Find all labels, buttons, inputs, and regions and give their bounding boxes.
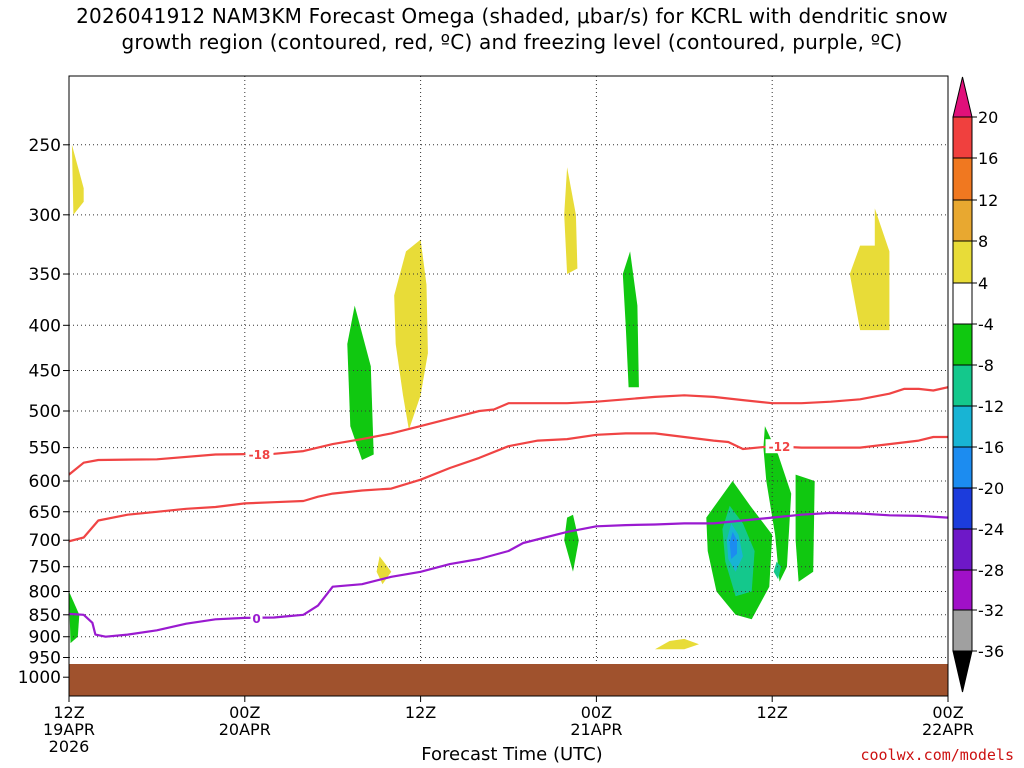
- y-tick-label-550: 550: [29, 439, 61, 459]
- y-tick-label-500: 500: [29, 402, 61, 422]
- omega-region-7: [622, 251, 639, 388]
- site-credit[interactable]: coolwx.com/models: [860, 746, 1014, 764]
- y-tick-label-800: 800: [29, 583, 61, 603]
- colorbar-label-1: 16: [978, 149, 998, 168]
- pressure-axis: 2503003504004505005506006507007508008509…: [18, 136, 69, 688]
- omega-region-11: [763, 426, 792, 582]
- omega-region-4: [376, 556, 392, 585]
- colorbar-label-5: -4: [978, 315, 994, 334]
- y-tick-label-950: 950: [29, 649, 61, 669]
- colorbar-bin-3: [952, 240, 973, 284]
- freezing-level-label-bg: [250, 610, 263, 625]
- y-tick-label-600: 600: [29, 472, 61, 492]
- colorbar-label-8: -16: [978, 438, 1004, 457]
- colorbar-top-arrow: [952, 76, 973, 118]
- colorbar-label-6: -8: [978, 356, 994, 375]
- colorbar-bin-2: [952, 199, 973, 242]
- minus12-isotherm-label: -12: [769, 440, 791, 454]
- y-tick-label-450: 450: [29, 362, 61, 382]
- omega-region-0: [71, 144, 84, 215]
- omega-region-9: [69, 591, 80, 644]
- colorbar-bin-9: [952, 487, 973, 530]
- colorbar-label-7: -12: [978, 397, 1004, 416]
- x-tick-label-0-2: 2026: [49, 737, 90, 756]
- freezing-level: [69, 511, 948, 638]
- x-tick-label-60-0: 00Z: [932, 703, 963, 722]
- y-tick-label-400: 400: [29, 316, 61, 336]
- colorbar-label-2: 12: [978, 191, 998, 210]
- colorbar-bin-4: [952, 282, 973, 325]
- colorbar-bin-12: [952, 609, 973, 652]
- minus12-isotherm-label-bg: [765, 439, 794, 454]
- omega-region-1: [394, 239, 428, 430]
- colorbar-label-12: -32: [978, 601, 1004, 620]
- omega-region-2: [564, 167, 578, 274]
- omega-region-12: [795, 474, 815, 582]
- colorbar-label-4: 4: [978, 274, 988, 293]
- plot-background: [69, 76, 948, 696]
- x-tick-label-60-1: 22APR: [922, 720, 974, 739]
- colorbar-label-0: 20: [978, 108, 998, 127]
- colorbar-bin-11: [952, 569, 973, 611]
- omega-region-14: [773, 561, 781, 580]
- plot-frame: [68, 75, 949, 697]
- chart-title-line2: growth region (contoured, red, ºC) and f…: [121, 30, 903, 54]
- x-tick-label-12-1: 20APR: [219, 720, 271, 739]
- chart-title-line1: 2026041912 NAM3KM Forecast Omega (shaded…: [76, 4, 948, 28]
- grid-lines: [68, 76, 949, 696]
- colorbar-bin-5: [952, 323, 973, 366]
- y-tick-label-300: 300: [29, 206, 61, 226]
- colorbar-bin-6: [952, 364, 973, 407]
- minus18-isotherm-label: -18: [249, 448, 271, 462]
- y-tick-label-1000: 1000: [18, 668, 61, 688]
- colorbar-label-10: -24: [978, 520, 1004, 539]
- x-tick-label-24-0: 12Z: [405, 703, 436, 722]
- colorbar-label-11: -28: [978, 561, 1004, 580]
- colorbar-bin-7: [952, 405, 973, 448]
- minus18-isotherm: [69, 386, 948, 476]
- x-tick-label-0-0: 12Z: [53, 703, 84, 722]
- colorbar: 20 16 12 8 4 -4 -8 -12 -16 -20 -24 -28 -32 -36: [952, 76, 1004, 693]
- minus18-isotherm-label-bg: [245, 446, 274, 461]
- colorbar-bin-0: [952, 116, 973, 159]
- x-tick-label-48-0: 12Z: [757, 703, 788, 722]
- omega-region-5: [655, 638, 699, 650]
- omega-region-16: [729, 531, 737, 559]
- ground-below-surface: [69, 664, 948, 696]
- omega-region-6: [347, 305, 374, 460]
- colorbar-label-9: -20: [978, 479, 1004, 498]
- colorbar-label-3: 8: [978, 232, 988, 251]
- y-tick-label-850: 850: [29, 606, 61, 626]
- y-tick-label-250: 250: [29, 136, 61, 156]
- colorbar-bin-8: [952, 446, 973, 489]
- y-tick-label-750: 750: [29, 558, 61, 578]
- omega-region-8: [564, 514, 579, 572]
- colorbar-bottom-arrow: [952, 650, 973, 693]
- x-tick-label-12-0: 00Z: [229, 703, 260, 722]
- x-tick-label-0-1: 19APR: [43, 720, 95, 739]
- y-tick-label-650: 650: [29, 503, 61, 523]
- y-tick-label-700: 700: [29, 531, 61, 551]
- minus12-isotherm: [69, 432, 948, 543]
- temperature-contours: -18 -12 0: [69, 386, 948, 638]
- x-tick-label-36-1: 21APR: [570, 720, 622, 739]
- omega-region-3: [849, 208, 890, 331]
- colorbar-label-13: -36: [978, 642, 1004, 661]
- colorbar-bin-10: [952, 528, 973, 571]
- omega-shading: [69, 144, 890, 650]
- x-axis-label: Forecast Time (UTC): [421, 744, 603, 765]
- y-tick-label-900: 900: [29, 628, 61, 648]
- freezing-level-label: 0: [252, 612, 260, 626]
- colorbar-bin-1: [952, 157, 973, 201]
- y-tick-label-350: 350: [29, 265, 61, 285]
- x-tick-label-36-0: 00Z: [581, 703, 612, 722]
